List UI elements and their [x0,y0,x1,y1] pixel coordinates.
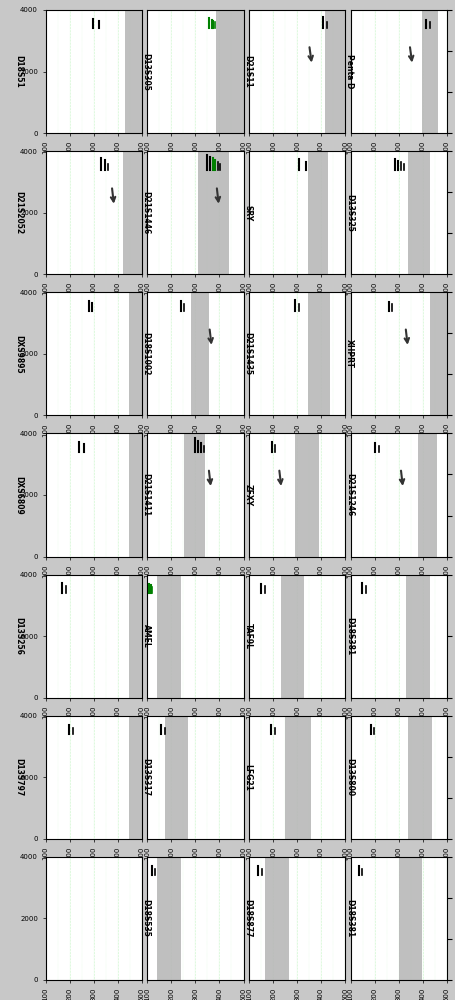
Y-axis label: D18S381: D18S381 [344,899,354,938]
Y-axis label: D13S317: D13S317 [142,758,151,796]
Bar [191,292,208,415]
Bar [294,433,318,557]
Bar [157,575,181,698]
Y-axis label: D21S1435: D21S1435 [243,332,252,375]
Bar [308,151,327,274]
Y-axis label: SRY: SRY [243,205,252,221]
Bar [280,575,303,698]
Y-axis label: D13S800: D13S800 [344,758,354,796]
Bar [165,716,188,839]
Bar [408,151,429,274]
Bar [129,292,142,415]
Y-axis label: DXS9895: DXS9895 [15,335,24,373]
Bar [324,10,344,133]
Y-axis label: LFG21: LFG21 [243,764,252,791]
Bar [129,716,142,839]
Bar [215,10,243,133]
Y-axis label: D18S51: D18S51 [15,55,24,88]
Bar [129,575,142,698]
Bar [408,716,431,839]
Bar [398,857,421,980]
Bar [417,433,436,557]
Y-axis label: XHPRT: XHPRT [344,339,354,368]
Bar [198,151,228,274]
Y-axis label: D13S256: D13S256 [15,617,24,655]
Y-axis label: Penta D: Penta D [344,54,354,89]
Y-axis label: D13S797: D13S797 [15,758,24,796]
Y-axis label: DXS6809: DXS6809 [15,476,24,514]
Bar [183,433,205,557]
Bar [429,292,446,415]
Y-axis label: TAF9L: TAF9L [243,623,252,649]
Bar [308,292,329,415]
Y-axis label: D21S2052: D21S2052 [15,191,24,234]
Y-axis label: D21S1411: D21S1411 [142,473,151,517]
Y-axis label: D21S11: D21S11 [243,55,252,88]
Bar [122,151,142,274]
Y-axis label: D21S1446: D21S1446 [142,191,151,234]
Y-axis label: D13S325: D13S325 [344,194,354,232]
Y-axis label: D21S1246: D21S1246 [344,473,354,517]
Y-axis label: D18S381: D18S381 [344,617,354,655]
Bar [157,857,181,980]
Y-axis label: D18S877: D18S877 [243,899,252,938]
Y-axis label: D18S1002: D18S1002 [142,332,151,376]
Bar [125,10,142,133]
Y-axis label: ZFXY: ZFXY [243,484,252,506]
Bar [405,575,429,698]
Y-axis label: D18S535: D18S535 [142,899,151,937]
Bar [264,857,289,980]
Bar [129,433,142,557]
Y-axis label: D13S305: D13S305 [142,53,151,91]
Y-axis label: AMEL: AMEL [142,624,151,648]
Bar [284,716,310,839]
Bar [421,10,438,133]
